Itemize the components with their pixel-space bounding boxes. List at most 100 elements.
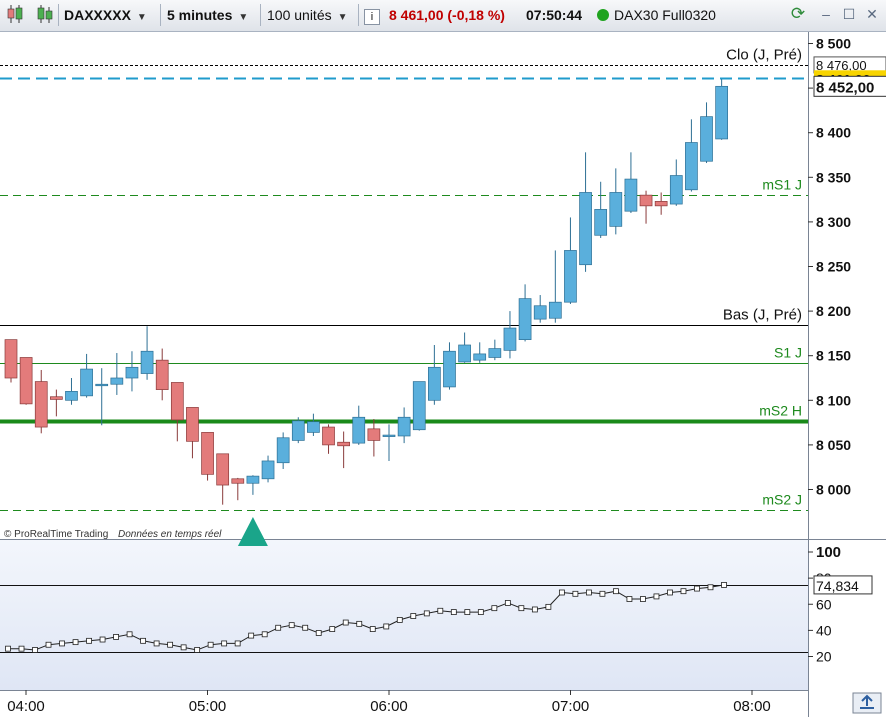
close-button[interactable]: ✕ — [866, 6, 878, 22]
level-label: Clo (J, Pré) — [726, 47, 802, 64]
candle-body — [65, 391, 78, 401]
osc-point — [599, 590, 606, 597]
candle-body — [518, 298, 532, 340]
osc-point — [410, 613, 417, 619]
level-label: mS2 H — [759, 403, 802, 419]
candle-body — [654, 201, 668, 207]
osc-point — [504, 600, 511, 606]
candle-body — [307, 421, 320, 433]
maximize-button[interactable]: ☐ — [842, 6, 856, 22]
timeframe-label: 5 minutes — [167, 7, 233, 23]
candle-body — [715, 85, 728, 140]
feed-label: DAX30 Full0320 — [614, 7, 716, 23]
osc-point — [180, 644, 187, 651]
candle-body — [443, 350, 456, 388]
candle-body — [685, 142, 698, 191]
candle-body — [186, 407, 199, 442]
osc-point — [207, 641, 214, 648]
osc-point — [342, 619, 349, 626]
osc-point — [721, 582, 727, 588]
osc-point — [653, 593, 660, 600]
osc-point — [59, 640, 65, 647]
time-axis — [0, 690, 808, 717]
candle-body — [412, 381, 426, 431]
candle-body — [352, 416, 366, 444]
candle-body — [231, 478, 245, 484]
osc-point — [694, 585, 700, 592]
osc-point — [45, 641, 52, 648]
osc-point — [5, 645, 11, 652]
osc-point — [32, 647, 38, 653]
y-tick-label: 8 250 — [816, 259, 851, 275]
osc-point — [531, 606, 538, 613]
osc-point — [491, 605, 498, 612]
price-axis — [808, 32, 886, 717]
x-tick-label: 06:00 — [370, 698, 408, 715]
osc-value-label: 74,834 — [816, 578, 859, 594]
osc-point — [261, 631, 268, 638]
candle-body — [428, 366, 441, 401]
osc-point — [464, 609, 471, 615]
candlestick-icon[interactable] — [36, 3, 54, 27]
osc-y-tick-label: 20 — [816, 649, 832, 665]
osc-point — [126, 631, 133, 638]
candle-body — [216, 453, 230, 486]
last-price-tag — [813, 75, 886, 97]
candle-body — [19, 357, 33, 405]
buy-arrow-icon — [237, 517, 268, 546]
candle-body — [246, 475, 260, 484]
info-icon[interactable]: i — [364, 3, 380, 27]
osc-point — [586, 589, 592, 596]
osc-point — [613, 588, 619, 595]
price-tag-label: 8 476,00 — [816, 58, 867, 73]
candlestick-icon[interactable] — [6, 3, 24, 27]
x-tick-label: 05:00 — [189, 698, 227, 715]
y-tick-label: 8 350 — [816, 169, 851, 185]
osc-point — [302, 624, 309, 631]
osc-point — [248, 632, 255, 639]
candle-body — [4, 339, 18, 379]
y-tick-label: 8 100 — [816, 392, 851, 408]
candle-body — [337, 441, 350, 447]
upload-icon — [860, 694, 874, 709]
osc-point — [113, 634, 119, 640]
osc-point — [572, 590, 579, 597]
chevron-down-icon: ▼ — [337, 12, 348, 23]
candle-body — [579, 192, 592, 266]
units-selector[interactable]: 100 unités ▼ — [267, 3, 348, 27]
level-label: mS2 J — [762, 492, 802, 508]
price-panel — [0, 32, 808, 539]
osc-point — [477, 609, 484, 615]
candle-body — [261, 460, 275, 480]
watermark: © ProRealTime Trading — [4, 529, 108, 540]
osc-y-tick-label: 60 — [816, 596, 832, 612]
osc-point — [383, 623, 390, 630]
candle-body — [201, 432, 214, 475]
osc-point — [234, 640, 241, 647]
level-label: Bas (J, Pré) — [723, 307, 802, 324]
candle-body — [609, 192, 623, 227]
osc-point — [356, 620, 363, 627]
candle-body — [367, 428, 381, 441]
osc-point — [558, 589, 565, 596]
y-tick-label: 8 200 — [816, 303, 851, 319]
x-tick-label: 08:00 — [733, 698, 771, 715]
minimize-button[interactable]: – — [822, 6, 830, 22]
instrument-label: DAXXXXX — [64, 7, 131, 23]
osc-point — [288, 622, 295, 629]
timeframe-selector[interactable]: 5 minutes ▼ — [167, 3, 248, 27]
x-tick-label: 07:00 — [552, 698, 590, 715]
y-tick-label: 8 500 — [816, 36, 851, 52]
y-tick-label: 8 150 — [816, 348, 851, 364]
osc-point — [707, 584, 714, 591]
osc-point — [680, 588, 687, 595]
refresh-icon[interactable]: ⟳ — [790, 4, 806, 23]
candle-body — [639, 194, 653, 207]
instrument-selector[interactable]: DAXXXXX ▼ — [64, 3, 147, 27]
candle-body — [140, 350, 154, 374]
candle-body — [276, 437, 290, 464]
osc-y-tick-label: 100 — [816, 544, 841, 561]
candle-body — [322, 426, 335, 446]
osc-point — [72, 639, 79, 646]
